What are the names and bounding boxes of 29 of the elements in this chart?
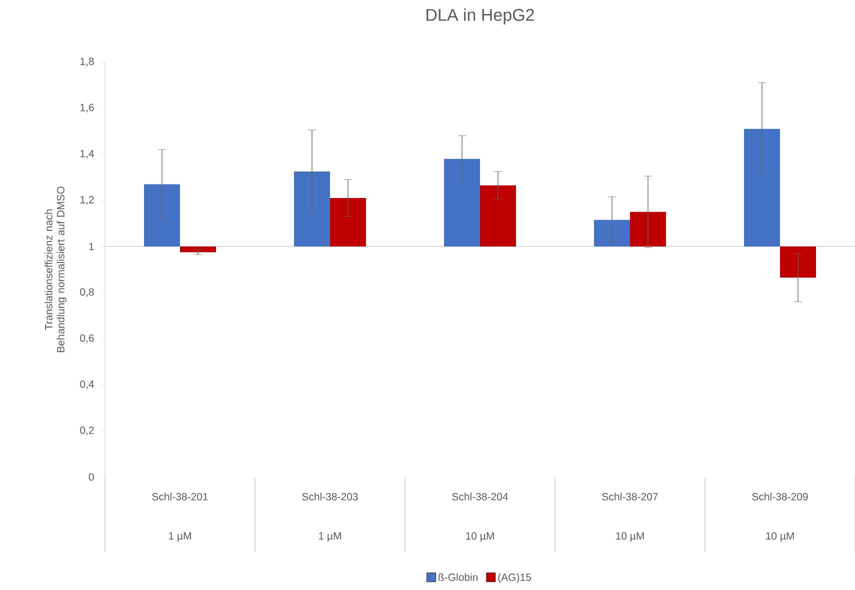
text: 10 µM: [766, 532, 794, 542]
x-tick-label: Schl-38-209: [752, 492, 808, 500]
x-tick-label: Schl-38-204: [452, 492, 508, 500]
y-tick-label: 0: [88, 473, 94, 481]
x-tick-label: Schl-38-201: [152, 492, 208, 500]
y-tick-label: 1,6: [80, 104, 94, 112]
bar: [180, 246, 216, 252]
y-axis-title: Translationseffizienz nach Behandlung normalisiert auf DMSO: [44, 186, 66, 352]
y-tick-label: 0,2: [80, 426, 94, 436]
bar: [744, 128, 780, 246]
y-tick-label: 0,6: [80, 334, 94, 344]
legend-label: (AG)15: [498, 573, 532, 584]
legend-label: ß-Globin: [438, 573, 478, 581]
text: 1 µM: [169, 532, 191, 542]
bar: [444, 158, 480, 246]
y-tick-label: 0,8: [80, 288, 94, 297]
y-tick-label: 1,2: [80, 196, 94, 205]
x-tick-label: Schl-38-203: [302, 492, 358, 500]
text: 1 µM: [319, 532, 341, 542]
y-tick-label: 1: [89, 242, 94, 250]
y-tick-label: 1,8: [80, 58, 94, 66]
bar: [480, 185, 516, 246]
text: 10 µM: [466, 532, 494, 542]
chart-title: DLA in HepG2: [426, 8, 534, 24]
y-tick-label: 0,4: [80, 380, 94, 390]
bar: [330, 198, 366, 246]
y-tick-label: 1,4: [80, 150, 94, 159]
text: 10 µM: [616, 532, 644, 542]
x-tick-label: Schl-38-207: [602, 492, 658, 500]
